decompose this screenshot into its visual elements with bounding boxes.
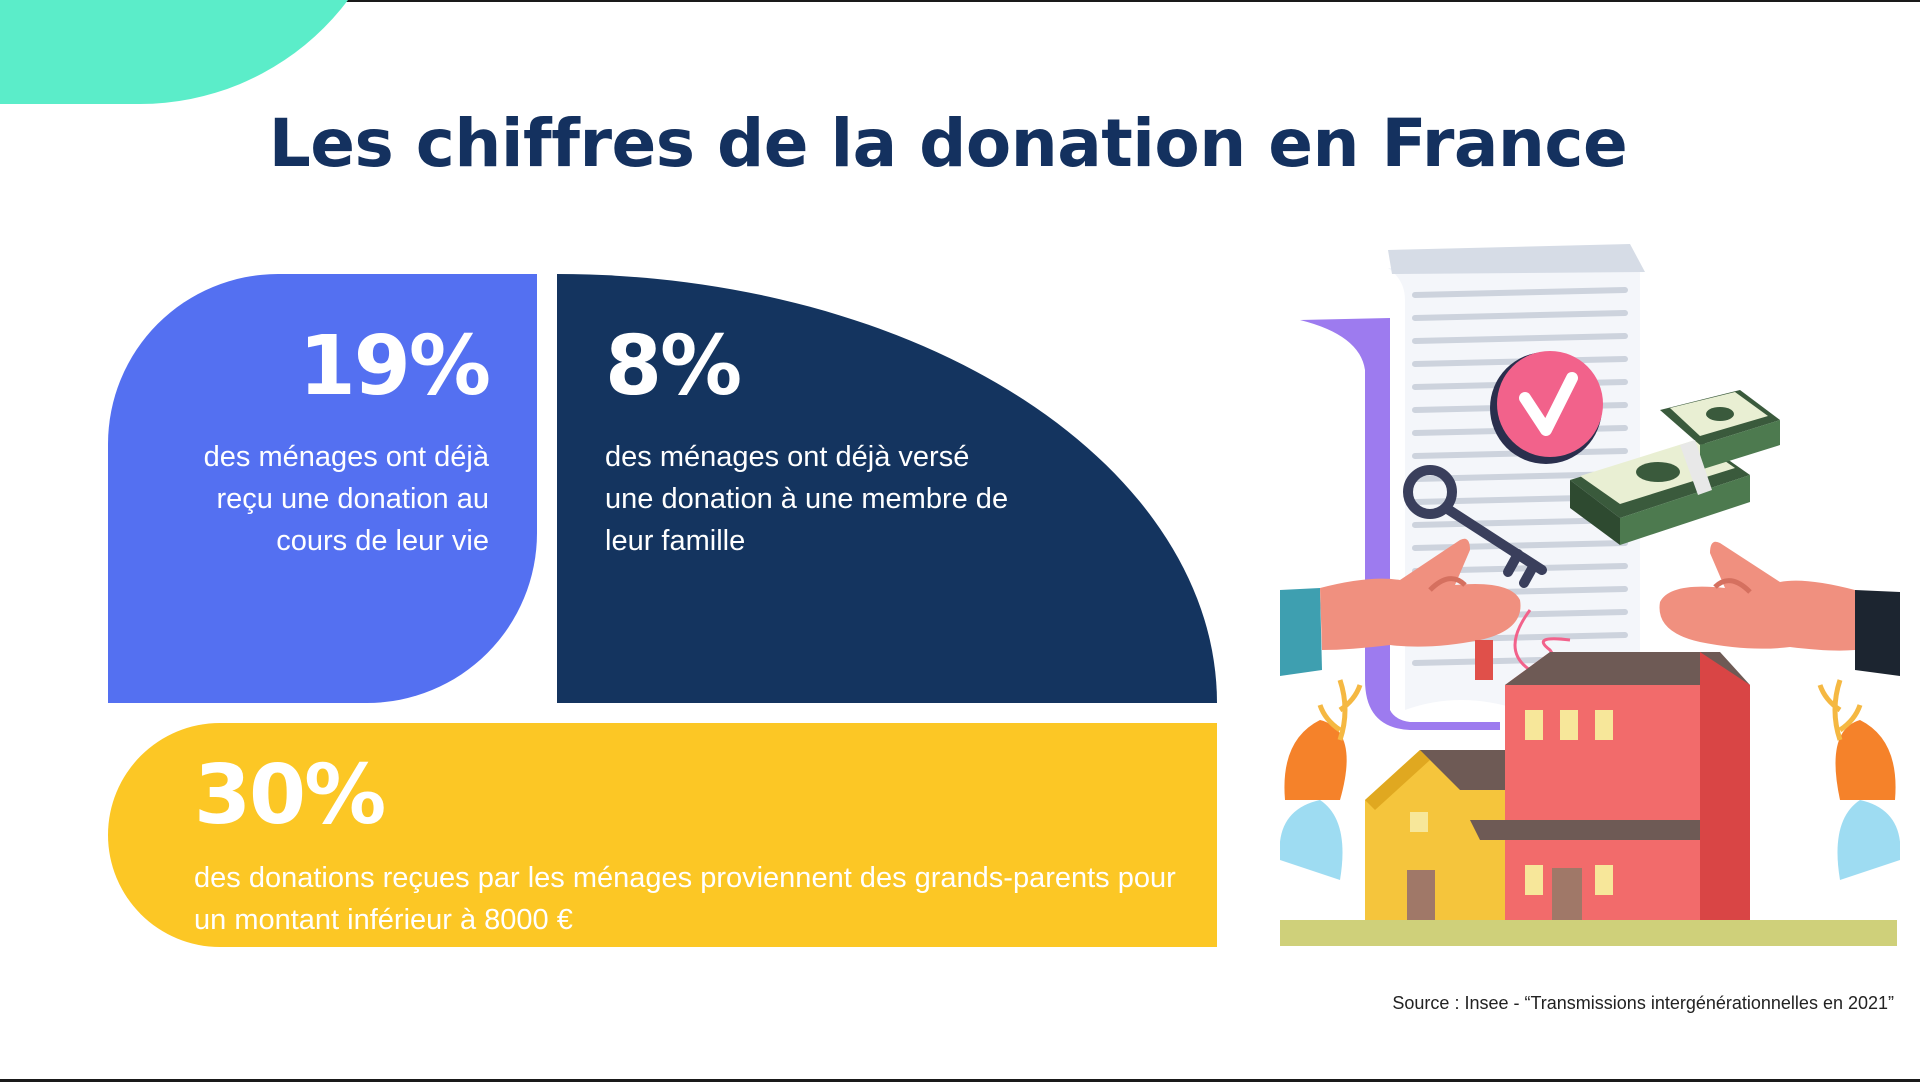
stat-card-given: 8% des ménages ont déjà versé une donati…	[557, 274, 1217, 703]
money-icon	[1570, 390, 1780, 545]
stat-value: 30%	[194, 748, 386, 843]
stat-description: des ménages ont déjà reçu une donation a…	[203, 441, 489, 557]
checkmark-icon	[1490, 351, 1603, 464]
bottom-border	[0, 1079, 1920, 1082]
hands-icon	[1280, 538, 1900, 676]
page-title: Les chiffres de la donation en France	[268, 105, 1628, 182]
corner-decoration	[0, 0, 400, 104]
stat-card-received: 19% des ménages ont déjà reçu une donati…	[108, 274, 537, 703]
top-border	[0, 0, 1920, 2]
key-icon	[1403, 465, 1547, 588]
stat-card-grandparents: 30% des donations reçues par les ménages…	[108, 723, 1217, 947]
house-icon	[1280, 640, 1897, 946]
donation-illustration	[1280, 244, 1900, 946]
stat-description: des ménages ont déjà versé une donation …	[605, 441, 1009, 557]
stat-description: des donations reçues par les ménages pro…	[194, 862, 1176, 936]
stat-value: 8%	[605, 319, 742, 414]
source-citation: Source : Insee - “Transmissions intergén…	[1392, 993, 1894, 1013]
stat-value: 19%	[298, 319, 491, 414]
